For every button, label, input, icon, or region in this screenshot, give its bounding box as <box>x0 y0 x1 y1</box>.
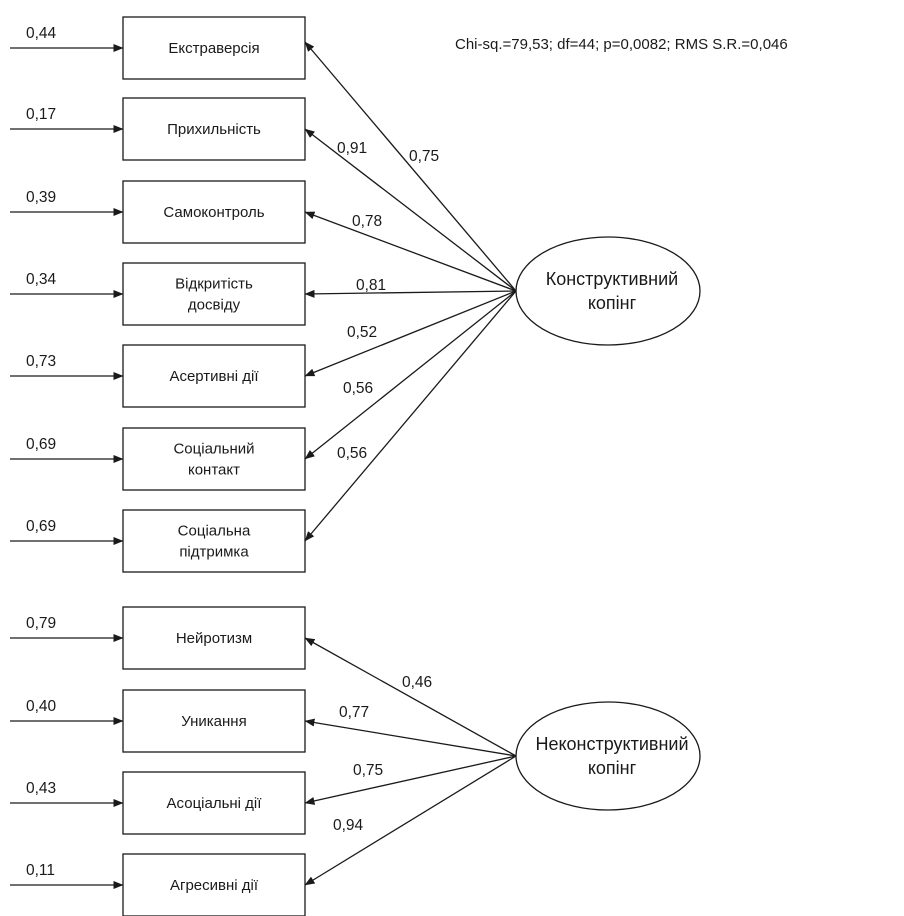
indicator-label: Екстраверсія <box>168 40 259 57</box>
factor-loading-label: 0,94 <box>333 817 364 834</box>
indicator-label: досвіду <box>188 297 241 314</box>
loading-arrow <box>304 289 517 298</box>
indicator-box: Нейротизм <box>122 606 306 670</box>
factor-loading-label: 0,77 <box>339 704 369 721</box>
indicator-rect <box>122 180 306 244</box>
indicator-rect <box>122 16 306 80</box>
error-variance-label: 0,11 <box>26 862 55 879</box>
indicator-label: Соціальний <box>173 441 254 458</box>
error-variance-label: 0,73 <box>26 353 56 370</box>
factor-label: Конструктивний <box>546 269 678 289</box>
factor-loading-label: 0,52 <box>347 324 377 341</box>
loading-arrow <box>304 290 517 542</box>
factor-loading-label: 0,75 <box>353 762 383 779</box>
loading-arrow <box>304 211 517 292</box>
indicator-rect <box>122 262 306 326</box>
indicator-label: Нейротизм <box>176 630 252 647</box>
diagram-nodes: 0,44 0,75 Екстраверсія 0,17 0,91 Прихильність… <box>26 16 701 916</box>
indicator-box: Самоконтроль <box>122 180 306 244</box>
indicator-rect <box>122 427 306 491</box>
factor-label: копінг <box>588 758 637 778</box>
error-variance-label: 0,34 <box>26 271 57 288</box>
indicator-box: Соціальний контакт <box>122 427 306 491</box>
error-variance-label: 0,79 <box>26 615 56 632</box>
indicator-rect <box>122 771 306 835</box>
indicator-box: Відкритість досвіду <box>122 262 306 326</box>
indicator-label: контакт <box>188 462 240 479</box>
loading-arrow <box>304 128 517 292</box>
loading-arrow <box>304 637 517 757</box>
factor-label: копінг <box>588 293 637 313</box>
factor-loading-label: 0,56 <box>343 380 373 397</box>
indicator-box: Асертивні дії <box>122 344 306 408</box>
factor-loading-label: 0,78 <box>352 213 382 230</box>
indicator-label: Асертивні дії <box>169 368 259 385</box>
indicator-label: Самоконтроль <box>163 204 264 221</box>
indicator-rect <box>122 689 306 753</box>
indicator-label: Агресивні дії <box>170 877 259 894</box>
error-variance-label: 0,43 <box>26 780 56 797</box>
factor-ellipse <box>515 236 701 346</box>
indicator-label: Асоціальні дії <box>167 795 263 812</box>
indicator-rect <box>122 97 306 161</box>
indicator-box: Асоціальні дії <box>122 771 306 835</box>
error-variance-label: 0,69 <box>26 436 56 453</box>
indicator-label: Соціальна <box>178 523 251 540</box>
error-variance-label: 0,40 <box>26 698 57 715</box>
indicator-rect <box>122 509 306 573</box>
loading-arrow <box>304 41 517 292</box>
indicator-label: підтримка <box>179 544 249 561</box>
latent-factor: Неконструктивний копінг <box>515 701 701 811</box>
indicator-rect <box>122 853 306 916</box>
error-variance-label: 0,69 <box>26 518 56 535</box>
loading-arrow <box>304 755 517 886</box>
error-variance-label: 0,44 <box>26 25 57 42</box>
factor-loading-label: 0,56 <box>337 445 367 462</box>
latent-factor: Конструктивний копінг <box>515 236 701 346</box>
indicator-box: Соціальна підтримка <box>122 509 306 573</box>
indicator-box: Агресивні дії <box>122 853 306 916</box>
indicator-label: Відкритість <box>175 276 253 293</box>
indicator-rect <box>122 606 306 670</box>
loading-arrow <box>304 290 517 460</box>
error-variance-label: 0,39 <box>26 189 56 206</box>
factor-loading-label: 0,46 <box>402 674 432 691</box>
factor-loading-label: 0,81 <box>356 277 386 294</box>
factor-loading-label: 0,75 <box>409 148 439 165</box>
loading-arrow <box>304 718 517 757</box>
indicator-box: Уникання <box>122 689 306 753</box>
factor-label: Неконструктивний <box>535 734 688 754</box>
indicator-label: Уникання <box>181 713 246 730</box>
indicator-box: Екстраверсія <box>122 16 306 80</box>
loading-arrow <box>304 755 517 805</box>
loading-arrow <box>304 290 517 377</box>
factor-ellipse <box>515 701 701 811</box>
indicator-label: Прихильність <box>167 121 261 138</box>
fit-statistics: Chi-sq.=79,53; df=44; p=0,0082; RMS S.R.… <box>455 36 788 53</box>
loading-paths <box>10 41 517 889</box>
error-variance-label: 0,17 <box>26 106 56 123</box>
indicator-rect <box>122 344 306 408</box>
factor-loading-label: 0,91 <box>337 140 367 157</box>
indicator-box: Прихильність <box>122 97 306 161</box>
